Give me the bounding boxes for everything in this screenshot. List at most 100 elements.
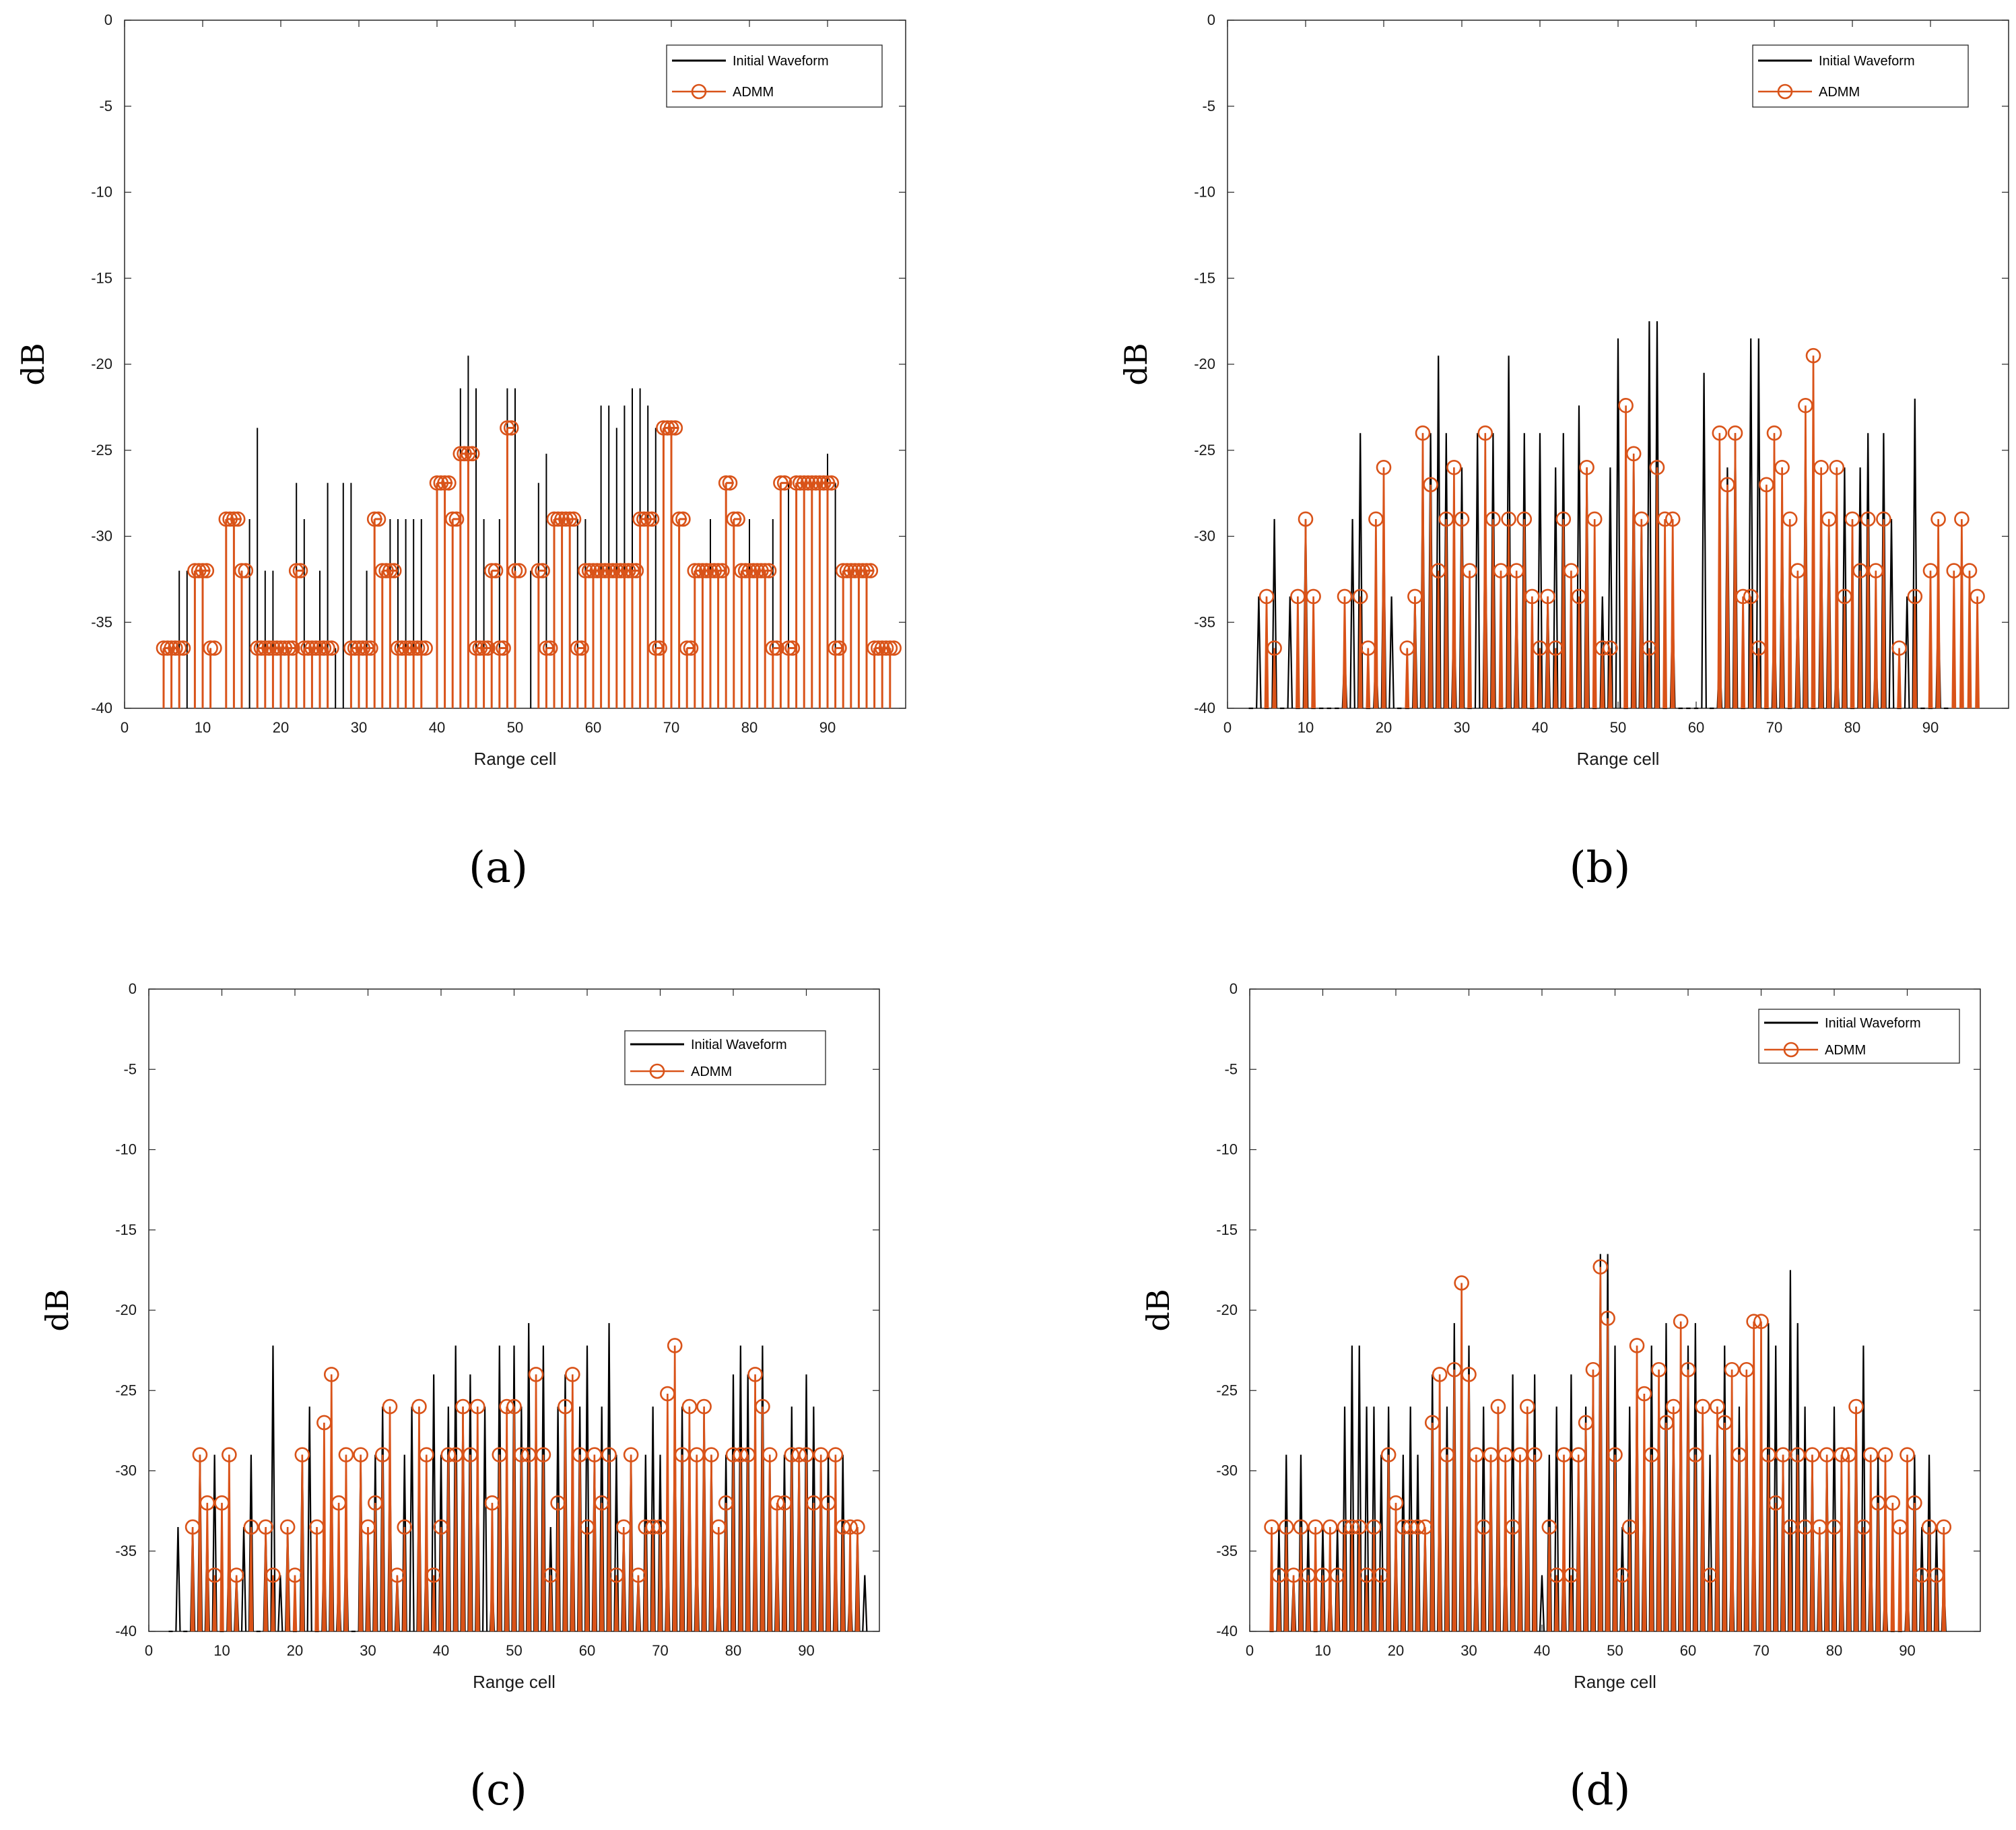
- admm-marker: [667, 420, 683, 436]
- admm-marker: [1618, 398, 1634, 413]
- admm-marker: [710, 563, 726, 578]
- admm-marker: [1907, 588, 1923, 605]
- admm-marker: [1380, 1447, 1397, 1462]
- admm-marker: [1526, 1447, 1543, 1462]
- y-tick-label: -5: [1224, 1060, 1238, 1077]
- initial-spike: [1787, 1270, 1794, 1632]
- admm-marker: [799, 1447, 814, 1462]
- admm-series: [1258, 347, 1985, 709]
- admm-marker: [1454, 511, 1470, 527]
- admm-marker: [730, 511, 745, 527]
- x-tick-label: 30: [360, 1642, 376, 1659]
- admm-marker: [585, 563, 601, 578]
- admm-spike: [220, 1503, 224, 1632]
- admm-marker: [813, 1447, 829, 1462]
- admm-marker: [1376, 459, 1392, 475]
- admm-marker: [851, 563, 867, 578]
- admm-marker: [243, 1519, 259, 1535]
- admm-marker: [1921, 1519, 1937, 1535]
- admm-marker: [476, 640, 492, 656]
- initial-spike: [650, 1407, 656, 1632]
- x-tick-label: 20: [1388, 1642, 1404, 1659]
- admm-marker: [168, 640, 183, 656]
- admm-marker: [1540, 588, 1555, 605]
- y-tick-label: -15: [1194, 269, 1215, 286]
- initial-spike: [1802, 1407, 1808, 1632]
- admm-marker: [304, 640, 320, 656]
- admm-marker: [1805, 1447, 1820, 1462]
- admm-marker: [640, 511, 656, 527]
- admm-marker: [843, 563, 859, 578]
- admm-marker: [578, 563, 593, 578]
- x-tick-label: 40: [429, 719, 445, 736]
- admm-marker: [624, 563, 640, 578]
- admm-marker: [769, 640, 784, 656]
- admm-marker: [1774, 459, 1790, 475]
- admm-marker: [1753, 1314, 1769, 1329]
- x-tick-label: 0: [121, 719, 129, 736]
- admm-spike: [395, 1575, 400, 1632]
- y-tick-label: -40: [91, 700, 112, 716]
- admm-spike: [599, 1503, 604, 1632]
- y-tick-label: -30: [115, 1462, 137, 1479]
- admm-marker: [679, 640, 695, 656]
- admm-marker: [762, 1447, 778, 1462]
- admm-marker: [747, 1367, 763, 1382]
- x-tick-label: 80: [1844, 719, 1860, 736]
- admm-marker: [1712, 425, 1728, 441]
- admm-marker: [1592, 1259, 1609, 1275]
- admm-marker: [413, 640, 430, 656]
- y-tick-label: -30: [1216, 1462, 1238, 1479]
- admm-marker: [1415, 425, 1431, 441]
- initial-spike: [1553, 1407, 1559, 1632]
- admm-marker: [1862, 1447, 1879, 1462]
- admm-spike: [1444, 1454, 1450, 1632]
- admm-marker: [671, 511, 687, 527]
- admm-spike: [526, 1454, 531, 1632]
- admm-marker: [1876, 511, 1891, 527]
- x-tick-label: 60: [1688, 719, 1704, 736]
- admm-marker: [675, 511, 691, 527]
- initial-spike: [1510, 1374, 1516, 1632]
- x-tick-label: 10: [213, 1642, 230, 1659]
- admm-marker: [623, 1447, 639, 1462]
- y-tick-label: -35: [1194, 613, 1215, 630]
- admm-spike: [1883, 1454, 1888, 1632]
- admm-marker: [351, 640, 367, 656]
- admm-spike: [694, 1454, 700, 1632]
- admm-marker: [1607, 1447, 1623, 1462]
- admm-marker: [1829, 459, 1845, 475]
- admm-marker: [722, 475, 738, 491]
- initial-spike: [1349, 1345, 1355, 1632]
- x-tick-label: 20: [1376, 719, 1392, 736]
- admm-marker: [1970, 588, 1985, 605]
- admm-spike: [1693, 1454, 1698, 1632]
- x-tick-label: 80: [725, 1642, 741, 1659]
- x-tick-label: 30: [1454, 719, 1470, 736]
- initial-spike: [1842, 467, 1848, 709]
- admm-marker: [704, 1447, 719, 1462]
- admm-marker: [1603, 640, 1618, 656]
- chart-a-svg: 0 -5 -10 -15 -20 -25 -30 -35 -40 0 10 20 30 40 50 60 70 8…: [15, 11, 906, 769]
- legend-box: [1758, 1009, 1960, 1064]
- admm-marker: [681, 1398, 698, 1415]
- admm-marker: [1308, 1519, 1323, 1535]
- admm-spike: [197, 1454, 203, 1632]
- admm-marker: [656, 420, 671, 436]
- admm-marker: [411, 1398, 427, 1415]
- legend-admm-label: ADMM: [733, 85, 774, 100]
- admm-marker: [1322, 1519, 1338, 1535]
- initial-spike: [270, 1345, 276, 1632]
- y-tick-label: -10: [91, 184, 112, 201]
- admm-marker: [353, 1447, 368, 1462]
- admm-marker: [1680, 1361, 1696, 1378]
- caption-b: (b): [1570, 843, 1631, 893]
- admm-marker: [324, 640, 339, 656]
- admm-marker: [734, 563, 749, 578]
- admm-marker: [1651, 1361, 1667, 1378]
- admm-marker: [1961, 563, 1978, 578]
- x-tick-label: 90: [819, 719, 836, 736]
- y-tick-label: -15: [115, 1221, 137, 1238]
- admm-marker: [258, 1519, 273, 1535]
- admm-marker: [468, 640, 484, 656]
